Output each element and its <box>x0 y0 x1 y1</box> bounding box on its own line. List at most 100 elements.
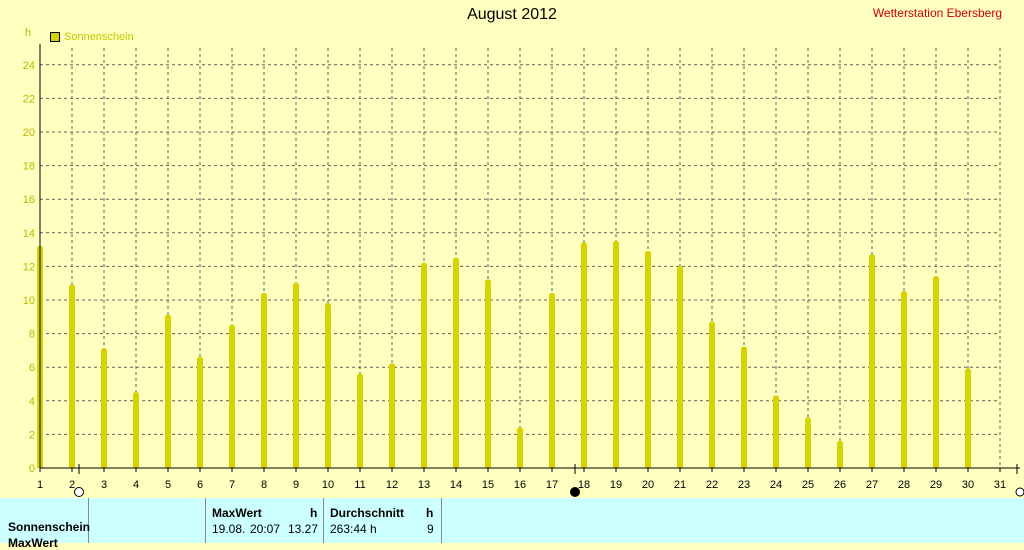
x-tick-label: 27 <box>866 479 878 491</box>
x-tick-label: 31 <box>994 479 1006 491</box>
x-tick-label: 1 <box>37 479 43 491</box>
durchschnitt-column: Durchschnitt h 263:44 h 9 <box>324 498 442 543</box>
x-tick-label: 3 <box>101 479 107 491</box>
durchschnitt-unit: h <box>426 506 433 520</box>
bar <box>549 295 555 468</box>
bar-cap <box>933 276 939 280</box>
legend-label: Sonnenschein <box>64 31 134 43</box>
empty-column <box>89 498 206 543</box>
range-marker-handle[interactable] <box>75 488 84 497</box>
y-tick-label: 2 <box>29 429 35 441</box>
bar <box>485 282 491 468</box>
bar <box>613 243 619 468</box>
x-tick-label: 7 <box>229 479 235 491</box>
bar <box>69 287 75 468</box>
x-tick-label: 22 <box>706 479 718 491</box>
bar-cap <box>69 285 75 289</box>
x-tick-label: 21 <box>674 479 686 491</box>
bar <box>325 305 331 468</box>
bar-cap <box>741 347 747 351</box>
y-tick-label: 14 <box>23 228 35 240</box>
bar-cap <box>229 325 235 329</box>
bar <box>165 317 171 468</box>
y-tick-label: 18 <box>23 161 35 173</box>
bar <box>133 394 139 468</box>
x-tick-label: 10 <box>322 479 334 491</box>
bar-cap <box>101 348 107 352</box>
bar <box>869 256 875 468</box>
bar <box>229 327 235 468</box>
bar-cap <box>773 395 779 399</box>
y-axis-unit: h <box>25 27 31 39</box>
bar <box>357 376 363 468</box>
bar <box>741 349 747 468</box>
y-tick-label: 10 <box>23 295 35 307</box>
bar <box>805 419 811 468</box>
bar-cap <box>133 392 139 396</box>
y-tick-label: 0 <box>29 463 35 475</box>
bar-cap <box>805 417 811 421</box>
bar-cap <box>901 291 907 295</box>
x-tick-label: 19 <box>610 479 622 491</box>
durchschnitt-total: 263:44 h <box>330 522 377 536</box>
bar-cap <box>581 243 587 247</box>
bar-cap <box>357 374 363 378</box>
x-tick-label: 15 <box>482 479 494 491</box>
bar-cap <box>837 441 843 445</box>
bar <box>581 245 587 468</box>
grid-lines <box>40 48 1000 468</box>
bar-cap <box>645 251 651 255</box>
y-tick-label: 20 <box>23 127 35 139</box>
range-marker-handle[interactable] <box>1016 488 1024 496</box>
x-tick-label: 8 <box>261 479 267 491</box>
bar-cap <box>165 315 171 319</box>
bar-cap <box>677 266 683 270</box>
x-tick-label: 11 <box>354 479 365 491</box>
x-tick-label: 18 <box>578 479 590 491</box>
y-tick-label: 12 <box>23 261 35 273</box>
y-tick-label: 16 <box>23 194 35 206</box>
bar-cap <box>709 322 715 326</box>
bar <box>261 295 267 468</box>
x-tick-label: 16 <box>514 479 526 491</box>
row-label-cut: MaxWert <box>8 536 58 550</box>
legend: Sonnenschein <box>50 31 134 43</box>
bar <box>645 253 651 468</box>
x-tick-label: 4 <box>133 479 139 491</box>
statistics-panel: Sonnenschein MaxWert MaxWert h 19.08. 20… <box>0 498 1024 543</box>
bar <box>517 429 523 468</box>
durchschnitt-header: Durchschnitt <box>330 506 404 520</box>
x-tick-label: 2 <box>69 479 75 491</box>
bar-cap <box>549 293 555 297</box>
station-name: Wetterstation Ebersberg <box>873 6 1002 20</box>
x-tick-label: 30 <box>962 479 974 491</box>
maxwert-value: 13.27 <box>288 522 318 536</box>
x-tick-label: 14 <box>450 479 462 491</box>
x-tick-label: 5 <box>165 479 171 491</box>
bar <box>773 397 779 468</box>
bar <box>453 260 459 468</box>
bar <box>837 443 843 468</box>
range-marker-handle[interactable] <box>571 488 580 497</box>
maxwert-unit: h <box>310 506 317 520</box>
maxwert-header: MaxWert <box>212 506 262 520</box>
bar <box>709 324 715 468</box>
bar <box>197 359 203 468</box>
bar-cap <box>421 263 427 267</box>
bar <box>901 293 907 468</box>
bar <box>101 350 107 468</box>
x-tick-label: 25 <box>802 479 814 491</box>
bar <box>421 265 427 468</box>
bar <box>677 268 683 468</box>
x-tick-label: 26 <box>834 479 846 491</box>
legend-swatch <box>50 32 60 42</box>
x-tick-label: 24 <box>770 479 782 491</box>
x-tick-label: 9 <box>293 479 299 491</box>
bar-cap <box>517 427 523 431</box>
chart-title: August 2012 <box>0 6 1024 24</box>
y-tick-label: 4 <box>29 396 35 408</box>
bar-cap <box>325 303 331 307</box>
x-tick-label: 20 <box>642 479 654 491</box>
